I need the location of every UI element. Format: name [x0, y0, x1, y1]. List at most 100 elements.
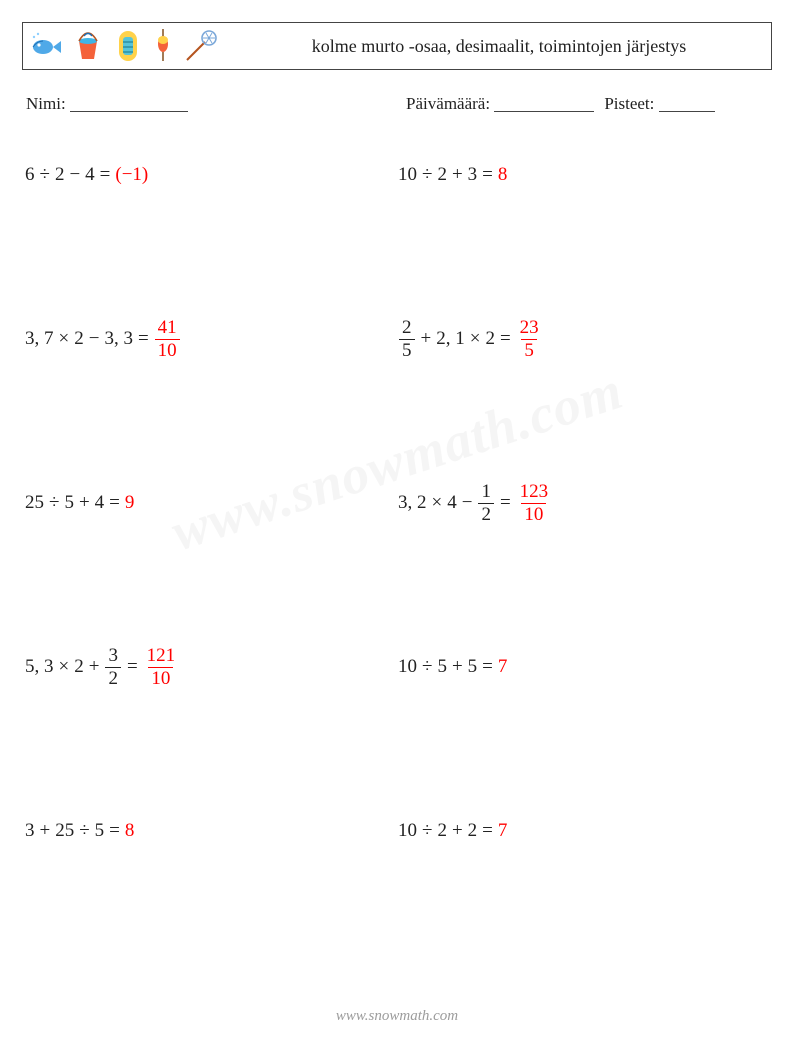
- fraction-numerator: 123: [517, 482, 552, 503]
- equals: =: [496, 492, 515, 514]
- fraction: 4110: [153, 318, 182, 361]
- operator: +: [448, 164, 467, 186]
- fraction-numerator: 23: [517, 318, 542, 339]
- operand: 3, 2: [397, 492, 428, 514]
- net-icon: [183, 28, 219, 64]
- operator: +: [448, 656, 467, 678]
- answer-value: 7: [497, 656, 509, 678]
- fraction-numerator: 121: [144, 646, 179, 667]
- operator: ÷: [418, 820, 436, 842]
- operator: +: [36, 820, 55, 842]
- equals: =: [478, 164, 497, 186]
- float-icon: [153, 27, 173, 65]
- fraction-denominator: 10: [148, 667, 173, 689]
- operand: 4: [94, 492, 106, 514]
- problem-cell: 3+25÷5=8: [24, 808, 397, 854]
- problem-cell: 10÷5+5=7: [397, 644, 770, 690]
- fraction-numerator: 1: [478, 482, 494, 503]
- operand: 10: [397, 656, 418, 678]
- problem-cell: 6÷2−4=(−1): [24, 152, 397, 198]
- footer-link: www.snowmath.com: [0, 1008, 794, 1025]
- operand: 25: [54, 820, 75, 842]
- expression: 25÷5+4=9: [24, 492, 135, 514]
- fraction: 12: [476, 482, 496, 525]
- operand: 2, 1: [435, 328, 466, 350]
- meta-row: Nimi: Päivämäärä: Pisteet:: [22, 92, 772, 114]
- date-label: Päivämäärä:: [406, 94, 490, 113]
- problem-row: 5, 3×2+32=1211010÷5+5=7: [24, 644, 770, 690]
- operand: 5: [436, 656, 448, 678]
- problem-cell: 10÷2+3=8: [397, 152, 770, 198]
- worksheet-page: kolme murto -osaa, desimaalit, toimintoj…: [0, 0, 794, 854]
- date-blank[interactable]: [494, 95, 594, 112]
- expression: 10÷2+2=7: [397, 820, 508, 842]
- equals: =: [478, 820, 497, 842]
- operator: +: [75, 492, 94, 514]
- expression: 10÷5+5=7: [397, 656, 508, 678]
- operator: +: [85, 656, 104, 678]
- answer-value: 7: [497, 820, 509, 842]
- operator: ÷: [45, 492, 63, 514]
- operator: ÷: [418, 656, 436, 678]
- fraction-denominator: 5: [521, 339, 537, 361]
- operator: ÷: [36, 164, 54, 186]
- operand: 10: [397, 164, 418, 186]
- expression: 25+2, 1×2=235: [397, 318, 544, 361]
- operand: 2: [467, 820, 479, 842]
- operator: ×: [466, 328, 485, 350]
- operand: 4: [84, 164, 96, 186]
- score-blank[interactable]: [659, 95, 715, 112]
- operand: 3, 3: [103, 328, 134, 350]
- problem-cell: 5, 3×2+32=12110: [24, 644, 397, 690]
- operand: 10: [397, 820, 418, 842]
- operand: 5: [94, 820, 106, 842]
- equals: =: [105, 492, 124, 514]
- expression: 5, 3×2+32=12110: [24, 646, 180, 689]
- problem-row: 6÷2−4=(−1)10÷2+3=8: [24, 152, 770, 198]
- answer-value: 8: [497, 164, 509, 186]
- expression: 3, 2×4−12=12310: [397, 482, 553, 525]
- expression: 3, 7×2−3, 3=4110: [24, 318, 182, 361]
- operand: 3, 7: [24, 328, 55, 350]
- equals: =: [478, 656, 497, 678]
- fraction-numerator: 2: [399, 318, 415, 339]
- bucket-icon: [73, 29, 103, 63]
- operand: 2: [436, 164, 448, 186]
- operator: ×: [55, 656, 74, 678]
- operand: 2: [436, 820, 448, 842]
- meta-score: Pisteet:: [604, 92, 714, 114]
- name-blank[interactable]: [70, 95, 188, 112]
- fraction: 32: [103, 646, 123, 689]
- fraction: 12110: [142, 646, 181, 689]
- operand: 25: [24, 492, 45, 514]
- fraction: 25: [397, 318, 417, 361]
- operand: 2: [73, 328, 85, 350]
- score-label: Pisteet:: [604, 94, 654, 113]
- problem-cell: 3, 7×2−3, 3=4110: [24, 316, 397, 362]
- equals: =: [96, 164, 115, 186]
- problem-cell: 25+2, 1×2=235: [397, 316, 770, 362]
- operand: 2: [73, 656, 85, 678]
- problem-cell: 3, 2×4−12=12310: [397, 480, 770, 526]
- fraction: 12310: [515, 482, 554, 525]
- operand: 4: [446, 492, 458, 514]
- fraction-numerator: 41: [155, 318, 180, 339]
- fish-icon: [29, 31, 63, 61]
- problem-cell: 10÷2+2=7: [397, 808, 770, 854]
- equals: =: [496, 328, 515, 350]
- operator: ×: [428, 492, 447, 514]
- operand: 5, 3: [24, 656, 55, 678]
- fraction-denominator: 10: [155, 339, 180, 361]
- answer-value: 8: [124, 820, 136, 842]
- fraction-numerator: 3: [105, 646, 121, 667]
- meta-date: Päivämäärä:: [406, 92, 594, 114]
- operand: 2: [484, 328, 496, 350]
- header-icons: [29, 27, 219, 65]
- operator: ×: [55, 328, 74, 350]
- problem-row: 3+25÷5=810÷2+2=7: [24, 808, 770, 854]
- operand: 3: [467, 164, 479, 186]
- problems-grid: 6÷2−4=(−1)10÷2+3=83, 7×2−3, 3=411025+2, …: [22, 152, 772, 854]
- operand: 2: [54, 164, 66, 186]
- fraction-denominator: 10: [521, 503, 546, 525]
- name-label: Nimi:: [26, 94, 66, 113]
